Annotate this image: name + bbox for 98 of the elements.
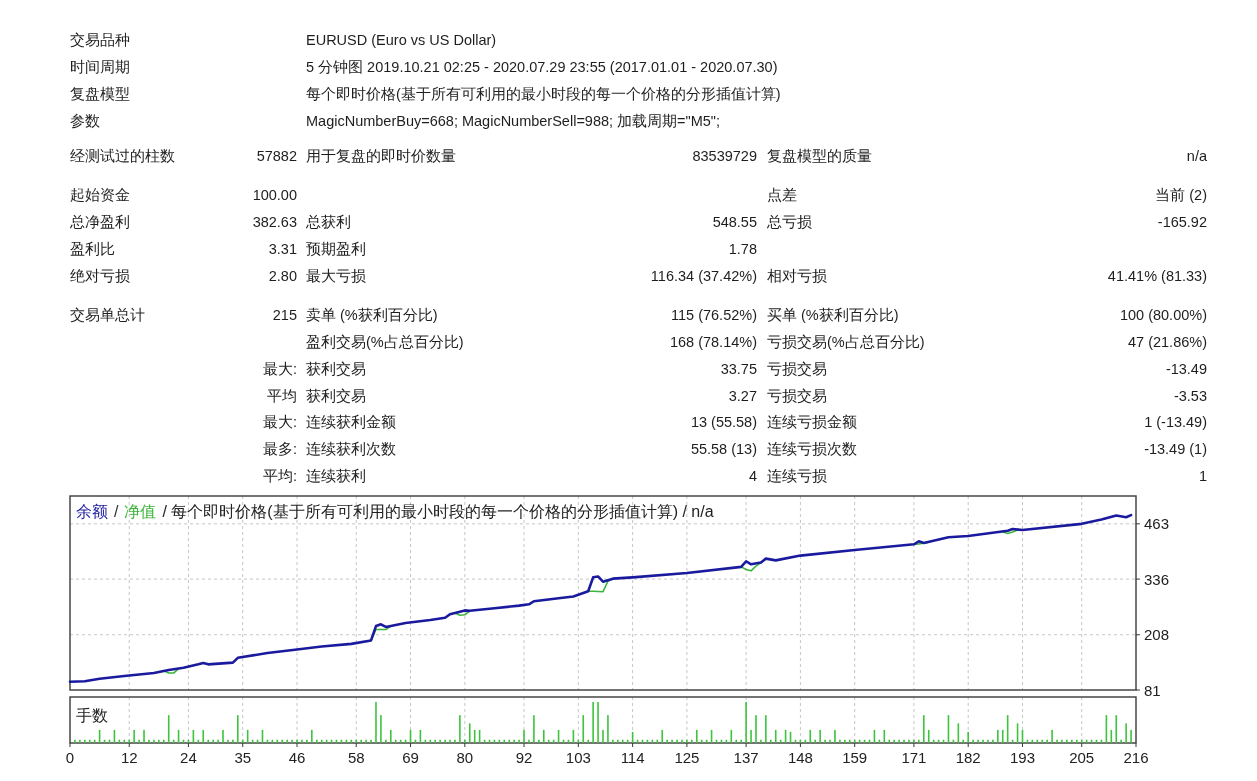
- text: 1.78: [728, 241, 757, 257]
- text: 连续亏损金额: [767, 414, 857, 430]
- x-tick-label: 80: [456, 748, 474, 766]
- text: MagicNumberBuy=668; MagicNumberSell=988; 加载周期="M5";: [306, 113, 721, 129]
- text: 115 (76.52%): [671, 307, 757, 323]
- text: 盈利比: [70, 241, 115, 257]
- text: 连续亏损: [767, 468, 827, 484]
- x-tick-label: 24: [180, 748, 197, 766]
- text: 总净盈利: [69, 214, 130, 230]
- text: 168 (78.14%): [669, 334, 757, 350]
- x-tick-label: 137: [733, 748, 759, 766]
- x-tick-label: 171: [901, 748, 927, 766]
- text: 连续获利次数: [306, 441, 396, 457]
- text: 4: [748, 468, 757, 484]
- x-tick-label: 205: [1069, 748, 1095, 766]
- text: 参数: [70, 113, 100, 129]
- text: 41.41% (81.33): [1107, 268, 1207, 284]
- text: EURUSD (Euro vs US Dollar): [306, 32, 497, 48]
- text: 绝对亏损: [70, 268, 130, 284]
- text: 连续获利金额: [306, 414, 396, 430]
- x-tick-label: 103: [565, 748, 591, 766]
- text: n/a: [1186, 148, 1208, 164]
- text: 获利交易: [306, 361, 366, 377]
- text: 经测试过的柱数: [70, 148, 175, 164]
- text: 33.75: [720, 361, 757, 377]
- annotation: /: [114, 502, 119, 520]
- text: 净值: [124, 502, 157, 520]
- text: 亏损交易: [767, 388, 827, 404]
- text: 点差: [767, 187, 797, 203]
- text: 100.00: [252, 187, 297, 203]
- x-tick-label: 193: [1009, 748, 1036, 766]
- text: 平均: [267, 388, 297, 404]
- x-tick-label: 148: [787, 748, 813, 766]
- text: 起始资金: [70, 187, 130, 203]
- text: 总亏损: [766, 214, 812, 230]
- x-tick-label: 125: [674, 748, 700, 766]
- text: 1 (-13.49): [1144, 414, 1207, 430]
- text: 每个即时价格(基于所有可利用的最小时段的每一个价格的分形插值计算): [306, 86, 781, 102]
- text: 最大:: [262, 361, 297, 377]
- text: 当前 (2): [1155, 187, 1207, 203]
- text: 5 分钟图 2019.10.21 02:25 - 2020.07.29 23:55 (2017.01.01 - 2020.07.30): [306, 59, 778, 75]
- x-tick-label: 69: [402, 748, 419, 766]
- chart-title: 手数: [76, 706, 108, 724]
- text: 买单 (%获利百分比): [767, 307, 899, 323]
- text: 余额: [76, 502, 108, 520]
- text: 时间周期: [70, 59, 130, 75]
- text: 最大亏损: [306, 268, 366, 284]
- text: -13.49: [1165, 361, 1207, 377]
- text: 连续获利: [306, 468, 366, 484]
- text: 83539729: [692, 148, 757, 164]
- text: 交易单总计: [70, 307, 145, 323]
- text: 预期盈利: [306, 241, 366, 257]
- text: 2.80: [268, 268, 297, 284]
- text: 用于复盘的即时价数量: [306, 148, 456, 164]
- text: 平均:: [262, 468, 297, 484]
- text: -3.53: [1173, 388, 1207, 404]
- text: -13.49 (1): [1144, 441, 1207, 457]
- x-tick-label: 46: [288, 748, 306, 766]
- text: 最多:: [262, 441, 297, 457]
- text: 47 (21.86%): [1128, 334, 1207, 350]
- y-tick-label: 336: [1144, 570, 1170, 588]
- text: 382.63: [252, 214, 297, 230]
- text: 盈利交易(%占总百分比): [306, 334, 464, 350]
- y-tick-label: 463: [1144, 515, 1170, 533]
- text: 548.55: [712, 214, 757, 230]
- text: 连续亏损次数: [767, 441, 857, 457]
- text: 交易品种: [70, 32, 130, 48]
- x-tick-label: 12: [120, 748, 138, 766]
- text: 总获利: [305, 214, 351, 230]
- text: 1: [1198, 468, 1207, 484]
- x-tick-label: 159: [842, 748, 868, 766]
- text: 复盘模型: [70, 86, 130, 102]
- x-tick-label: 58: [347, 748, 365, 766]
- text: 3.31: [268, 241, 297, 257]
- text: 100 (80.00%): [1119, 307, 1207, 323]
- text: 215: [272, 307, 297, 323]
- text: 获利交易: [306, 388, 366, 404]
- text: 最大:: [262, 414, 297, 430]
- x-tick-label: 216: [1123, 748, 1149, 766]
- x-tick-label: 114: [620, 748, 645, 766]
- text: 55.58 (13): [690, 441, 757, 457]
- x-tick-label: 182: [955, 748, 981, 766]
- text: 116.34 (37.42%): [650, 268, 757, 284]
- y-tick-label: 208: [1144, 626, 1170, 644]
- text: 亏损交易(%占总百分比): [767, 334, 925, 350]
- text: -165.92: [1157, 214, 1207, 230]
- x-tick-label: 35: [234, 748, 252, 766]
- text: 57882: [256, 148, 297, 164]
- x-tick-label: 92: [515, 748, 533, 766]
- chart-subtitle: / 每个即时价格(基于所有可利用的最小时段的每一个价格的分形插值计算) / n/a: [162, 502, 714, 520]
- x-tick-label: 0: [65, 748, 75, 766]
- text: 亏损交易: [767, 361, 827, 377]
- text: 复盘模型的质量: [767, 148, 872, 164]
- text: 相对亏损: [767, 268, 827, 284]
- text: 卖单 (%获利百分比): [306, 307, 438, 323]
- y-tick-label: 81: [1144, 681, 1161, 699]
- text: 13 (55.58): [690, 414, 757, 430]
- text: 3.27: [728, 388, 757, 404]
